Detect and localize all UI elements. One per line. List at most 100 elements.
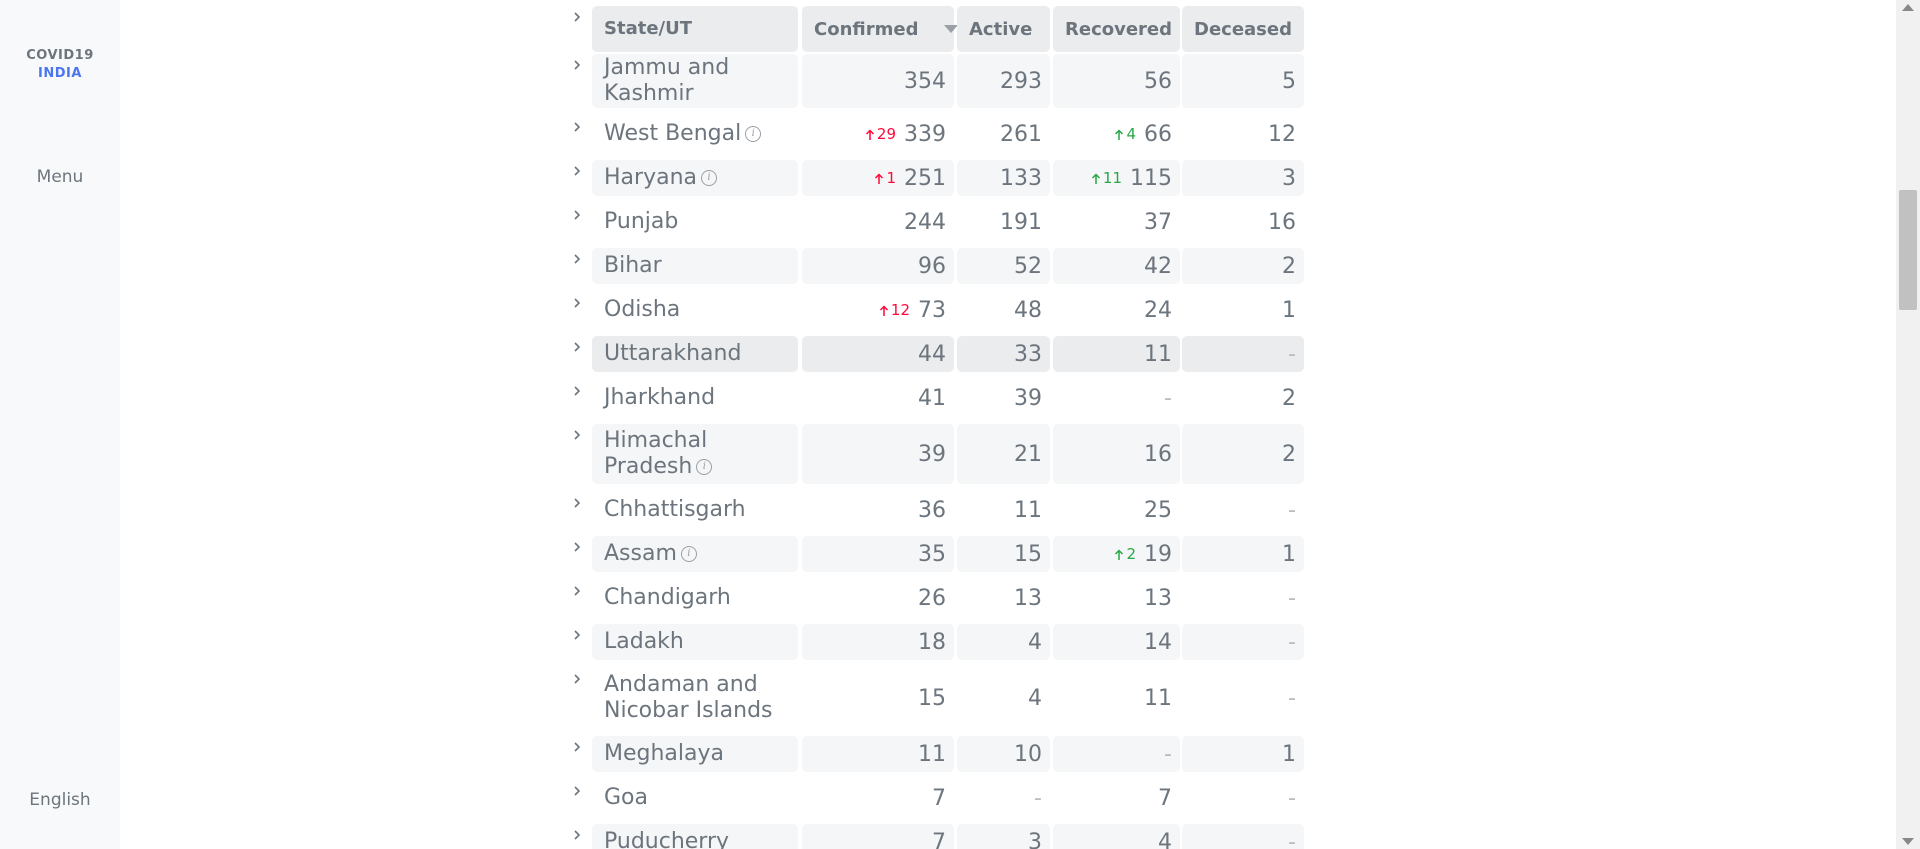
state-cell[interactable]: Chandigarh xyxy=(592,580,798,616)
recovered-value: 11 xyxy=(1144,341,1172,367)
info-icon[interactable]: i xyxy=(745,126,762,142)
table-row[interactable]: Chhattisgarh 36 11 25 - xyxy=(562,492,1302,528)
table-row[interactable]: Goa 7 - 7 - xyxy=(562,780,1302,816)
table-row[interactable]: Andaman and Nicobar Islands 15 4 11 - xyxy=(562,668,1302,728)
table-row[interactable]: Haryana i 1 251 133 11 115 3 xyxy=(562,160,1304,196)
chevron-right-icon[interactable] xyxy=(570,584,584,598)
logo[interactable]: COVID19 INDIA xyxy=(0,47,120,83)
header-active[interactable]: Active xyxy=(957,6,1050,52)
scroll-up-icon[interactable] xyxy=(1902,4,1914,11)
chevron-right-icon[interactable] xyxy=(570,208,584,222)
deceased-value: - xyxy=(1288,341,1296,367)
active-cell: 11 xyxy=(957,492,1050,528)
chevron-right-icon[interactable] xyxy=(570,384,584,398)
chevron-right-icon[interactable] xyxy=(570,120,584,134)
chevron-right-icon[interactable] xyxy=(570,784,584,798)
table-row[interactable]: Jammu and Kashmir 354 293 56 5 xyxy=(562,54,1304,108)
state-name: Jammu and Kashmir xyxy=(604,55,730,106)
state-cell[interactable]: Ladakh xyxy=(592,624,798,660)
chevron-right-icon[interactable] xyxy=(570,164,584,178)
deceased-value: 12 xyxy=(1268,121,1296,147)
confirmed-cell: 26 xyxy=(802,580,954,616)
table-row[interactable]: Ladakh 18 4 14 - xyxy=(562,624,1304,660)
table-row[interactable]: West Bengal i 29 339 261 4 66 12 xyxy=(562,116,1302,152)
active-value: 261 xyxy=(1000,121,1042,147)
recovered-value: 19 xyxy=(1144,541,1172,567)
chevron-right-icon[interactable] xyxy=(570,740,584,754)
recovered-cell: - xyxy=(1053,380,1180,416)
active-value: 4 xyxy=(1028,629,1042,655)
deceased-cell: - xyxy=(1182,492,1304,528)
table-row[interactable]: Bihar 96 52 42 2 xyxy=(562,248,1304,284)
chevron-right-icon[interactable] xyxy=(570,828,584,842)
active-cell: 48 xyxy=(957,292,1050,328)
info-icon[interactable]: i xyxy=(696,459,713,475)
table-row[interactable]: Assam i 35 15 2 19 1 xyxy=(562,536,1304,572)
state-cell[interactable]: Odisha xyxy=(592,292,798,328)
table-row[interactable]: Chandigarh 26 13 13 - xyxy=(562,580,1302,616)
info-icon[interactable]: i xyxy=(701,170,717,186)
state-cell[interactable]: Andaman and Nicobar Islands xyxy=(592,668,798,728)
state-cell[interactable]: Haryana i xyxy=(592,160,798,196)
confirmed-value: 96 xyxy=(918,253,946,279)
active-value: 191 xyxy=(1000,209,1042,235)
chevron-right-icon[interactable] xyxy=(570,428,584,442)
state-cell[interactable]: Assam i xyxy=(592,536,798,572)
state-cell[interactable]: Bihar xyxy=(592,248,798,284)
recovered-cell: 25 xyxy=(1053,492,1180,528)
chevron-right-icon[interactable] xyxy=(570,252,584,266)
state-name: Jharkhand xyxy=(604,385,716,410)
confirmed-cell: 18 xyxy=(802,624,954,660)
table-row[interactable]: Punjab 244 191 37 16 xyxy=(562,204,1302,240)
header-confirmed[interactable]: Confirmed xyxy=(802,6,959,52)
state-name: Assam xyxy=(604,541,677,566)
scroll-down-icon[interactable] xyxy=(1902,838,1914,845)
chevron-right-icon[interactable] xyxy=(570,540,584,554)
chevron-right-icon[interactable] xyxy=(570,628,584,642)
active-value: 11 xyxy=(1014,497,1042,523)
table-row[interactable]: Puducherry 7 3 4 - xyxy=(562,824,1304,849)
state-cell[interactable]: Puducherry xyxy=(592,824,798,849)
deceased-value: 2 xyxy=(1282,385,1296,411)
chevron-right-icon[interactable] xyxy=(570,672,584,686)
recovered-cell: 2 19 xyxy=(1053,536,1180,572)
scroll-thumb[interactable] xyxy=(1899,190,1917,310)
state-cell[interactable]: Goa xyxy=(592,780,798,816)
chevron-right-icon[interactable] xyxy=(570,340,584,354)
chevron-right-icon[interactable] xyxy=(570,496,584,510)
chevron-right-icon[interactable] xyxy=(570,58,584,72)
confirmed-cell: 41 xyxy=(802,380,954,416)
recovered-cell: 4 66 xyxy=(1053,116,1180,152)
active-value: 52 xyxy=(1014,253,1042,279)
table-row[interactable]: Jharkhand 41 39 - 2 xyxy=(562,380,1302,416)
state-cell[interactable]: West Bengal i xyxy=(592,116,798,152)
language-selector[interactable]: English xyxy=(29,790,91,810)
table-row[interactable]: Meghalaya 11 10 - 1 xyxy=(562,736,1304,772)
active-cell: 10 xyxy=(957,736,1050,772)
state-cell[interactable]: Himachal Pradesh i xyxy=(592,424,798,484)
logo-line-2: INDIA xyxy=(38,66,82,81)
menu-button[interactable]: Menu xyxy=(36,167,84,187)
state-cell[interactable]: Jharkhand xyxy=(592,380,798,416)
info-icon[interactable]: i xyxy=(680,546,697,562)
header-deceased[interactable]: Deceased xyxy=(1182,6,1304,52)
state-cell[interactable]: Chhattisgarh xyxy=(592,492,798,528)
state-cell[interactable]: Punjab xyxy=(592,204,798,240)
table-row[interactable]: Odisha 12 73 48 24 1 xyxy=(562,292,1302,328)
active-value: 3 xyxy=(1028,829,1042,849)
deceased-value: 1 xyxy=(1282,741,1296,767)
state-cell[interactable]: Meghalaya xyxy=(592,736,798,772)
chevron-right-icon[interactable] xyxy=(570,296,584,310)
table-row[interactable]: Uttarakhand 44 33 11 - xyxy=(562,336,1304,372)
scrollbar[interactable] xyxy=(1896,0,1920,849)
confirmed-value: 15 xyxy=(918,685,946,711)
header-recovered[interactable]: Recovered xyxy=(1053,6,1180,52)
chevron-right-icon[interactable] xyxy=(570,10,584,24)
state-cell[interactable]: Uttarakhand xyxy=(592,336,798,372)
header-state-label: State/UT xyxy=(604,18,692,39)
active-cell: - xyxy=(957,780,1050,816)
header-state[interactable]: State/UT xyxy=(592,6,798,52)
state-cell[interactable]: Jammu and Kashmir xyxy=(592,54,798,108)
confirmed-cell: 1 251 xyxy=(802,160,954,196)
table-row[interactable]: Himachal Pradesh i 39 21 16 2 xyxy=(562,424,1304,484)
